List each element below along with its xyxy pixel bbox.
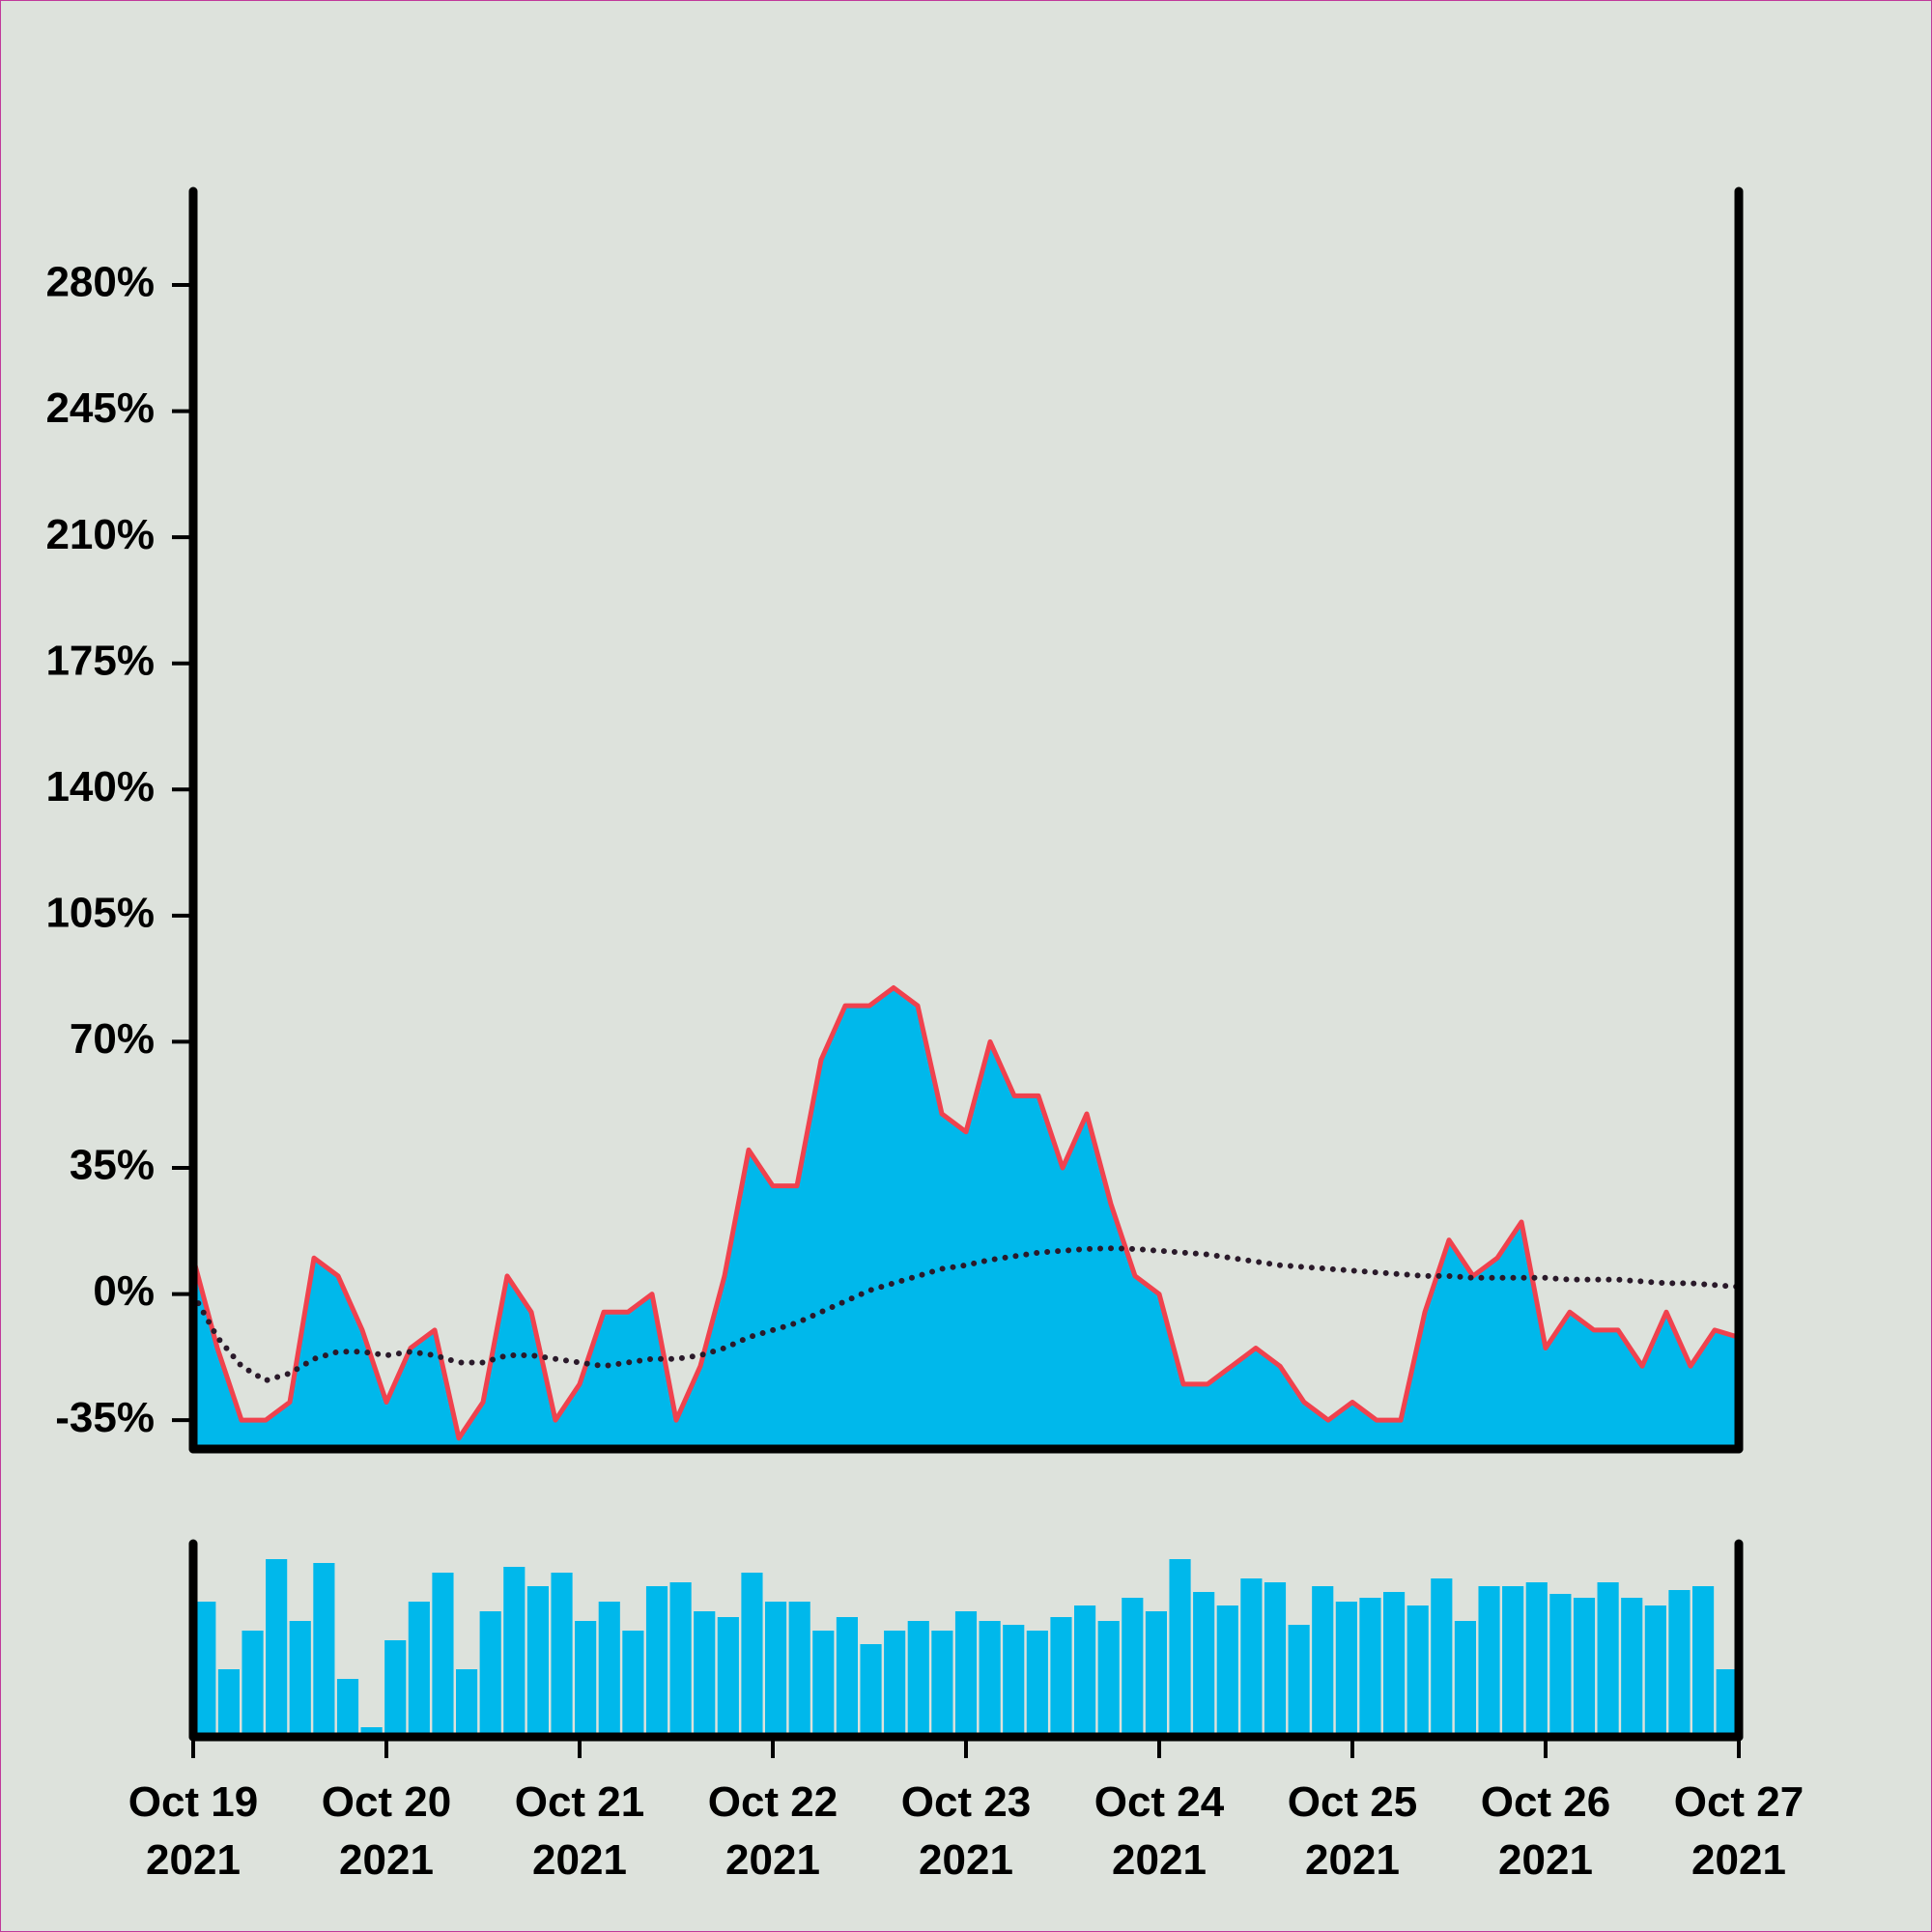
volume-bar <box>1454 1621 1476 1737</box>
volume-bar <box>1335 1602 1357 1737</box>
volume-bar <box>242 1631 264 1737</box>
volume-bar <box>1644 1605 1666 1737</box>
volume-bar <box>1169 1559 1191 1737</box>
volume-bar <box>1383 1592 1406 1737</box>
volume-bar <box>717 1617 739 1737</box>
volume-bar <box>551 1573 573 1737</box>
volume-bar <box>694 1611 716 1737</box>
x-tick-label: Oct 27 2021 <box>1673 1778 1804 1884</box>
x-tick-label: Oct 22 2021 <box>707 1778 838 1884</box>
volume-bar <box>384 1640 407 1737</box>
volume-bar <box>1502 1586 1524 1737</box>
volume-bar <box>1359 1598 1381 1737</box>
volume-bar <box>194 1602 216 1737</box>
volume-bar <box>408 1602 430 1737</box>
volume-bar <box>1264 1582 1287 1737</box>
volume-bar <box>907 1621 929 1737</box>
x-tick-label: Oct 23 2021 <box>900 1778 1032 1884</box>
volume-bar <box>1097 1621 1120 1737</box>
volume-bar <box>1145 1611 1167 1737</box>
volume-bar <box>432 1573 454 1737</box>
x-tick-label: Oct 20 2021 <box>321 1778 452 1884</box>
volume-bar <box>526 1586 549 1737</box>
moving-average-line <box>190 1245 1742 1384</box>
volume-bar <box>1026 1631 1048 1737</box>
volume-bar <box>860 1644 882 1737</box>
x-tick-label: Oct 26 2021 <box>1480 1778 1611 1884</box>
volume-bar <box>1692 1586 1715 1737</box>
volume-bar <box>313 1563 335 1737</box>
y-tick-label: -35% <box>55 1394 155 1441</box>
volume-bar <box>788 1602 810 1737</box>
y-tick-label: 175% <box>45 637 155 684</box>
volume-bar <box>1716 1669 1738 1737</box>
y-tick-label: 245% <box>45 384 155 432</box>
y-tick-label: 105% <box>45 889 155 936</box>
y-tick-label: 0% <box>93 1267 155 1315</box>
volume-bar <box>336 1679 359 1737</box>
volume-bar <box>1621 1598 1643 1737</box>
area-line <box>190 984 1740 1441</box>
volume-bar <box>456 1669 478 1737</box>
volume-bar <box>1597 1582 1619 1737</box>
volume-bar <box>1074 1605 1096 1737</box>
x-tick-label: Oct 24 2021 <box>1094 1778 1225 1884</box>
x-tick-label: Oct 21 2021 <box>514 1778 645 1884</box>
volume-bar <box>884 1631 906 1737</box>
volume-bar <box>1478 1586 1500 1737</box>
volume-bar <box>479 1611 501 1737</box>
volume-bar <box>645 1586 668 1737</box>
volume-bar <box>954 1611 978 1737</box>
volume-bar <box>1003 1625 1025 1737</box>
volume-bar <box>1193 1592 1215 1737</box>
volume-bar <box>1288 1625 1310 1737</box>
volume-bar <box>1050 1617 1072 1737</box>
volume-bar <box>979 1621 1001 1737</box>
volume-bar <box>1312 1586 1334 1737</box>
y-tick-label: 210% <box>45 511 155 558</box>
y-tick-label: 35% <box>70 1142 155 1189</box>
volume-bar <box>669 1582 692 1737</box>
volume-bar <box>1549 1594 1572 1737</box>
volume-bar <box>1240 1578 1263 1737</box>
volume-bar <box>622 1631 644 1737</box>
y-tick-label: 70% <box>70 1015 155 1063</box>
volume-bar <box>765 1602 787 1737</box>
volume-bar <box>266 1559 288 1737</box>
x-tick-label: Oct 19 2021 <box>128 1778 259 1884</box>
volume-bar <box>503 1567 526 1737</box>
volume-bar <box>1525 1582 1548 1737</box>
volume-bar <box>1406 1605 1429 1737</box>
volume-bar <box>1216 1605 1238 1737</box>
volume-bar <box>1573 1598 1596 1737</box>
volume-bar <box>1431 1578 1453 1737</box>
x-tick-label: Oct 25 2021 <box>1287 1778 1418 1884</box>
volume-bar <box>836 1617 858 1737</box>
volume-bar <box>598 1602 620 1737</box>
volume-bar <box>812 1631 835 1737</box>
volume-bar <box>1668 1590 1690 1737</box>
volume-bar <box>360 1727 383 1737</box>
area-fill <box>193 987 1739 1449</box>
volume-bar <box>575 1621 597 1737</box>
volume-bar <box>741 1573 763 1737</box>
y-tick-label: 140% <box>45 763 155 810</box>
volume-bar <box>289 1621 311 1737</box>
volume-bar <box>1122 1598 1144 1737</box>
volume-bar <box>931 1631 953 1737</box>
volume-bar <box>217 1669 240 1737</box>
y-tick-label: 280% <box>45 259 155 306</box>
